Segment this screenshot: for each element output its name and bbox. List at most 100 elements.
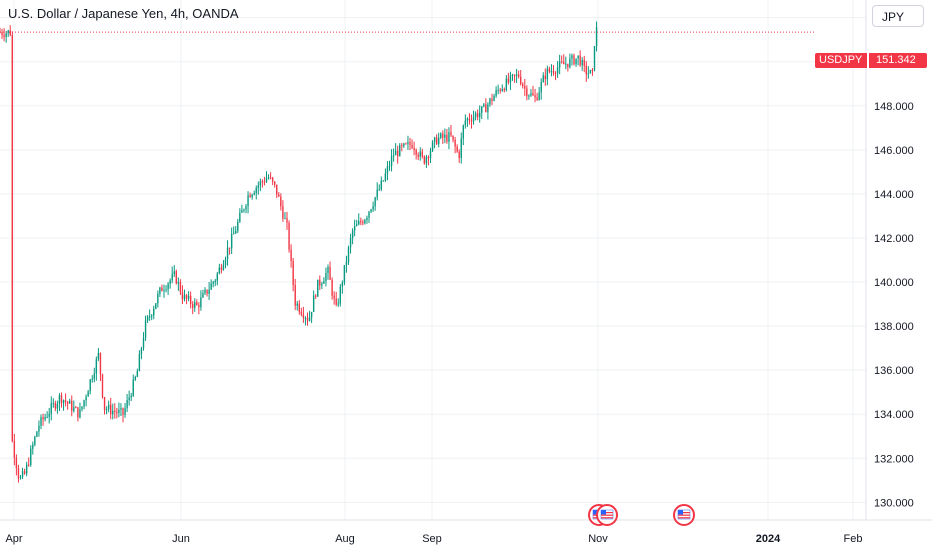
us-flag-event-icon[interactable]	[673, 504, 695, 526]
candle-body	[212, 282, 214, 284]
candle-body	[358, 221, 360, 225]
candle-body	[48, 413, 50, 417]
candle-body	[255, 187, 257, 194]
candle-body	[565, 63, 567, 65]
candle-body	[261, 181, 264, 183]
candle-body	[179, 281, 182, 293]
candle-body	[202, 293, 204, 298]
candle-body	[563, 61, 565, 65]
candle-body	[464, 120, 467, 126]
candle-body	[446, 134, 448, 142]
candle-body	[333, 295, 335, 299]
candle-body	[1, 32, 3, 35]
candle-body	[405, 143, 407, 145]
candle-body	[302, 314, 305, 319]
candle-body	[208, 289, 210, 294]
candle-body	[75, 407, 77, 409]
candle-body	[296, 303, 298, 306]
candle-body	[421, 151, 423, 157]
candle-body	[550, 70, 553, 72]
candle-body	[267, 177, 270, 179]
candle-body	[413, 147, 415, 150]
candle-body	[511, 74, 514, 76]
candle-body	[146, 316, 149, 321]
candle-body	[575, 58, 577, 65]
candle-body	[52, 403, 54, 405]
candle-body	[56, 403, 59, 409]
candle-body	[222, 264, 225, 270]
candle-body	[517, 74, 520, 77]
candle-body	[151, 315, 153, 317]
candle-body	[515, 74, 518, 76]
price-axis[interactable]: 152.000150.000148.000146.000144.000142.0…	[874, 13, 914, 510]
candle-body	[448, 132, 450, 142]
candle-body	[524, 85, 526, 89]
candle-body	[534, 95, 536, 98]
candle-body	[40, 417, 42, 426]
candle-body	[269, 177, 272, 179]
candle-body	[157, 294, 159, 304]
candle-body	[433, 137, 436, 142]
candle-body	[34, 436, 36, 445]
candle-body	[483, 104, 485, 107]
candle-body	[118, 409, 120, 413]
currency-button[interactable]: JPY	[872, 5, 924, 27]
candle-body	[13, 441, 16, 458]
time-axis[interactable]: Apr Jun Aug Sep Nov 2024 Feb	[5, 533, 862, 545]
y-tick-label: 138.000	[874, 321, 914, 333]
candle-body	[589, 69, 592, 74]
candle-body	[177, 281, 180, 284]
candle-body	[561, 61, 563, 63]
candle-body	[153, 308, 155, 316]
candle-body	[442, 133, 444, 138]
candle-body	[331, 279, 333, 296]
candle-body	[132, 379, 134, 396]
candle-body	[97, 352, 100, 360]
candle-body	[110, 404, 112, 415]
candle-body	[249, 195, 251, 198]
candle-body	[407, 142, 409, 144]
candle-body	[93, 373, 95, 379]
candle-body	[415, 149, 417, 155]
candle-body	[114, 410, 116, 412]
candle-body	[216, 273, 218, 281]
y-tick-label: 136.000	[874, 365, 914, 377]
candle-body	[259, 181, 262, 186]
candle-body	[538, 92, 540, 100]
candle-body	[112, 410, 114, 415]
us-flag-event-icon[interactable]	[596, 504, 618, 526]
candle-body	[237, 221, 239, 231]
candle-body	[87, 391, 89, 397]
candle-body	[372, 206, 374, 210]
candle-body	[241, 210, 243, 213]
candle-body	[194, 302, 196, 308]
chart-grid	[0, 0, 866, 520]
candle-body	[380, 180, 382, 190]
candle-body	[32, 444, 34, 449]
candle-body	[552, 70, 555, 74]
candle-body	[294, 285, 296, 306]
candle-body	[536, 97, 538, 100]
candle-body	[245, 206, 247, 210]
candle-body	[347, 247, 350, 263]
candle-body	[349, 238, 352, 248]
candle-body	[435, 137, 438, 145]
y-tick-label: 134.000	[874, 409, 914, 421]
candle-body	[130, 395, 132, 398]
candle-body	[44, 417, 46, 420]
candle-body	[159, 287, 161, 295]
candle-body	[548, 68, 551, 72]
candle-body	[116, 411, 118, 413]
candle-body	[456, 146, 458, 152]
candle-body	[300, 311, 303, 315]
candle-body	[419, 151, 421, 157]
candle-body	[491, 98, 493, 101]
candle-body	[286, 218, 288, 223]
economic-events[interactable]	[588, 504, 695, 526]
candle-body	[444, 134, 446, 138]
candle-body	[567, 63, 569, 68]
candle-body	[487, 104, 489, 113]
candle-body	[341, 282, 344, 287]
candle-body	[284, 218, 286, 220]
